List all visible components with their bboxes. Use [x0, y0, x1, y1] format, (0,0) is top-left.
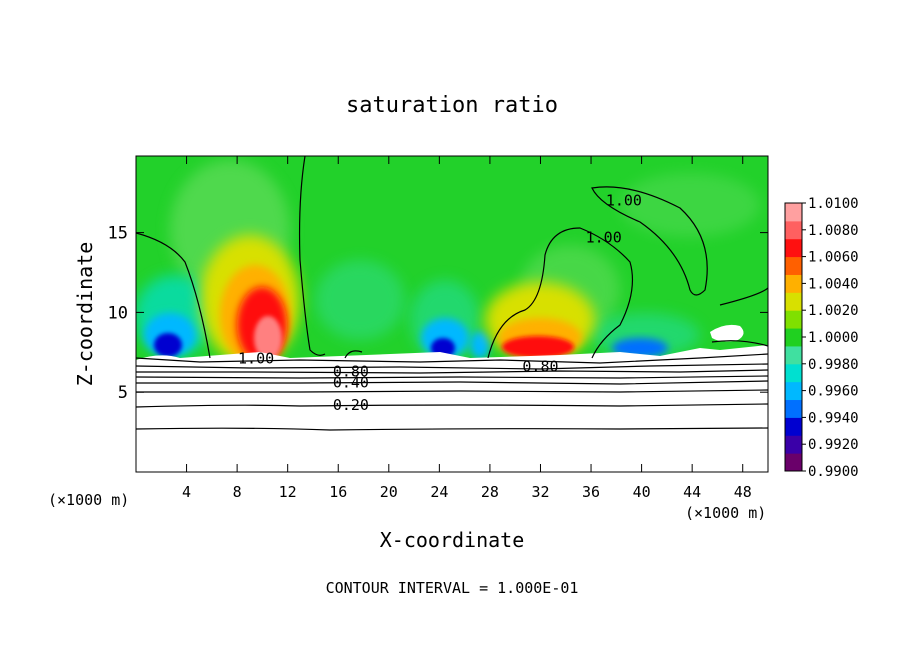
contour-line — [344, 350, 363, 359]
colorbar-swatch — [785, 435, 802, 454]
contour-lines — [136, 156, 768, 431]
contour-line — [487, 227, 634, 359]
x-tick-label: 12 — [279, 483, 297, 501]
y-tick-label: 5 — [118, 383, 128, 403]
contour-labels: 1.001.001.000.80 0.800.400.20 — [238, 192, 642, 414]
colorbar-swatch — [785, 328, 802, 347]
y-tick-label: 10 — [108, 303, 128, 323]
colorbar-label: 0.9960 — [808, 384, 859, 400]
colorbar-label: 0.9980 — [808, 357, 859, 373]
x-tick-label: 16 — [329, 483, 347, 501]
contour-label: 1.00 — [586, 228, 622, 246]
contour-line — [136, 353, 768, 364]
x-unit-right: (×1000 m) — [685, 504, 766, 522]
contour-line — [136, 380, 768, 385]
x-tick-label: 24 — [430, 483, 448, 501]
contour-label: 0.20 — [333, 396, 369, 414]
colorbar-swatch — [785, 310, 802, 329]
white-boundary — [136, 345, 768, 372]
field-patch — [620, 173, 760, 237]
plot-frame — [135, 155, 769, 473]
colorbar-swatch — [785, 256, 802, 275]
contour-line — [136, 369, 768, 374]
y-axis: 5 10 15 — [108, 224, 768, 403]
x-tick-label: 44 — [683, 483, 701, 501]
colorbar-label: 1.0020 — [808, 303, 859, 319]
colorbar-swatch — [785, 292, 802, 311]
colorbar-swatch — [785, 381, 802, 401]
x-axis-label: X-coordinate — [380, 528, 525, 552]
field-patch — [254, 316, 282, 360]
contour-line — [136, 375, 768, 379]
colorbar-swatch — [785, 220, 802, 240]
colorbar-swatch — [785, 453, 802, 472]
lower-region — [136, 360, 768, 472]
colorbar-swatch — [785, 238, 802, 258]
contour-line — [136, 363, 768, 370]
x-tick-label: 8 — [233, 483, 242, 501]
chart-title: saturation ratio — [346, 93, 558, 118]
colorbar-label: 0.9900 — [808, 464, 859, 480]
contour-line — [136, 427, 768, 431]
field-patch — [315, 260, 405, 340]
y-tick-label: 15 — [108, 224, 128, 244]
colorbar-label: 1.0040 — [808, 276, 859, 292]
colorbar-label: 1.0100 — [808, 196, 859, 212]
contour-line — [136, 389, 768, 393]
plot-area: 1.001.001.000.80 0.800.400.20 — [136, 156, 768, 472]
colorbar-swatch — [785, 363, 802, 383]
x-tick-label: 4 — [182, 483, 191, 501]
field-patch — [154, 333, 182, 357]
contour-line — [136, 403, 768, 408]
x-tick-label: 28 — [481, 483, 499, 501]
x-tick-label: 48 — [734, 483, 752, 501]
x-tick-label: 32 — [531, 483, 549, 501]
x-tick-label: 36 — [582, 483, 600, 501]
x-unit-left: (×1000 m) — [48, 491, 129, 509]
contour-label: 0.80 — [333, 362, 369, 380]
contour-line — [719, 287, 768, 306]
contour-label: 1.00 — [238, 350, 274, 368]
colorbar-swatch — [785, 203, 802, 222]
colorbar-swatch — [785, 345, 802, 365]
colorbar-label: 0.9920 — [808, 437, 859, 453]
field-patch — [470, 331, 490, 359]
colorbar-swatch — [785, 417, 802, 436]
y-axis-label: Z-coordinate — [73, 242, 97, 387]
field-patch — [502, 336, 574, 358]
colorbar-swatch — [785, 399, 802, 418]
colorbar: 1.0100 1.0080 1.0060 1.0040 1.0020 1.0000 0.99… — [784, 196, 859, 480]
x-tick-label: 20 — [380, 483, 398, 501]
colorbar-swatch — [785, 274, 802, 293]
contour-line — [298, 156, 326, 356]
white-patch — [710, 324, 744, 342]
colorbar-label: 1.0060 — [808, 250, 859, 266]
field-shading — [136, 160, 768, 472]
contour-line — [591, 186, 708, 296]
contour-line — [136, 232, 211, 359]
colorbar-label: 0.9940 — [808, 410, 859, 426]
contour-label: 0.80 — [522, 358, 558, 376]
contour-label: 0.40 — [333, 374, 369, 392]
contour-label: 1.00 — [606, 192, 642, 210]
contour-line — [711, 340, 768, 347]
x-tick-label: 40 — [633, 483, 651, 501]
colorbar-label: 1.0080 — [808, 223, 859, 239]
colorbar-label: 1.0000 — [808, 330, 859, 346]
contour-interval-note: CONTOUR INTERVAL = 1.000E-01 — [326, 579, 579, 597]
x-axis: 4 8 12 16 20 24 28 32 36 40 44 48 — [182, 156, 752, 501]
